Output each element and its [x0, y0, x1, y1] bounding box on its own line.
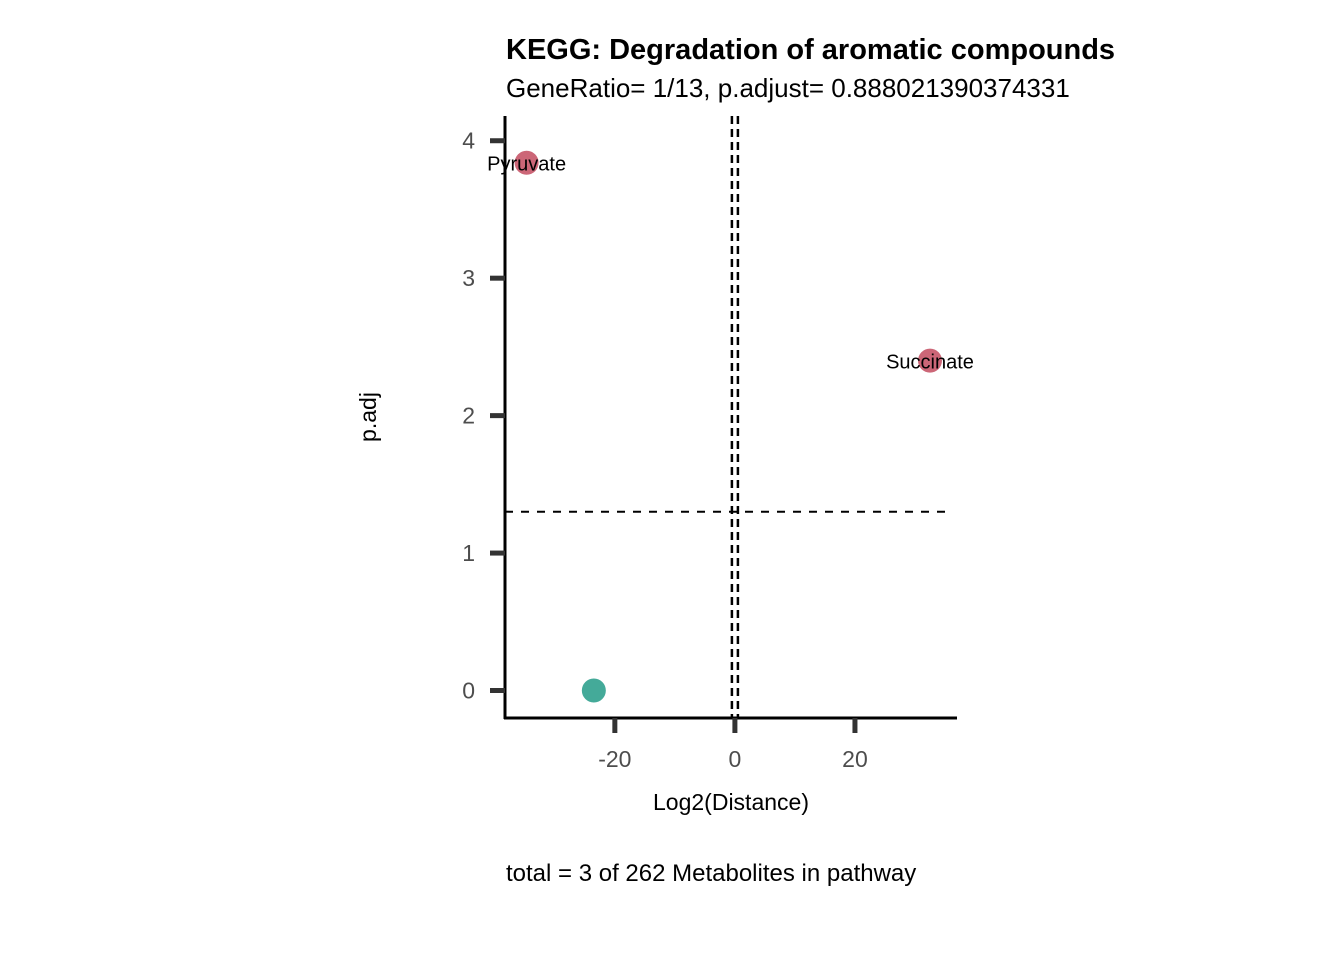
- y-axis-label: p.adj: [355, 392, 381, 442]
- y-tick-label: 3: [462, 265, 475, 291]
- chart-title: KEGG: Degradation of aromatic compounds: [506, 34, 1116, 66]
- chart-subtitle: GeneRatio= 1/13, p.adjust= 0.88802139037…: [506, 73, 1070, 103]
- chart-caption: total = 3 of 262 Metabolites in pathway: [506, 860, 917, 887]
- x-axis-label: Log2(Distance): [653, 789, 809, 815]
- data-point: [917, 348, 942, 373]
- data-point: [514, 150, 539, 175]
- point-label: Succinate: [886, 352, 974, 374]
- y-tick-label: 0: [462, 678, 475, 704]
- x-tick-label: 20: [842, 746, 868, 772]
- x-tick-label: -20: [598, 746, 631, 772]
- y-tick-label: 2: [462, 403, 475, 429]
- point-label: Pyruvate: [487, 154, 566, 176]
- y-tick-label: 4: [462, 128, 475, 154]
- x-tick-label: 0: [729, 746, 742, 772]
- y-tick-label: 1: [462, 540, 475, 566]
- data-point: [581, 678, 606, 703]
